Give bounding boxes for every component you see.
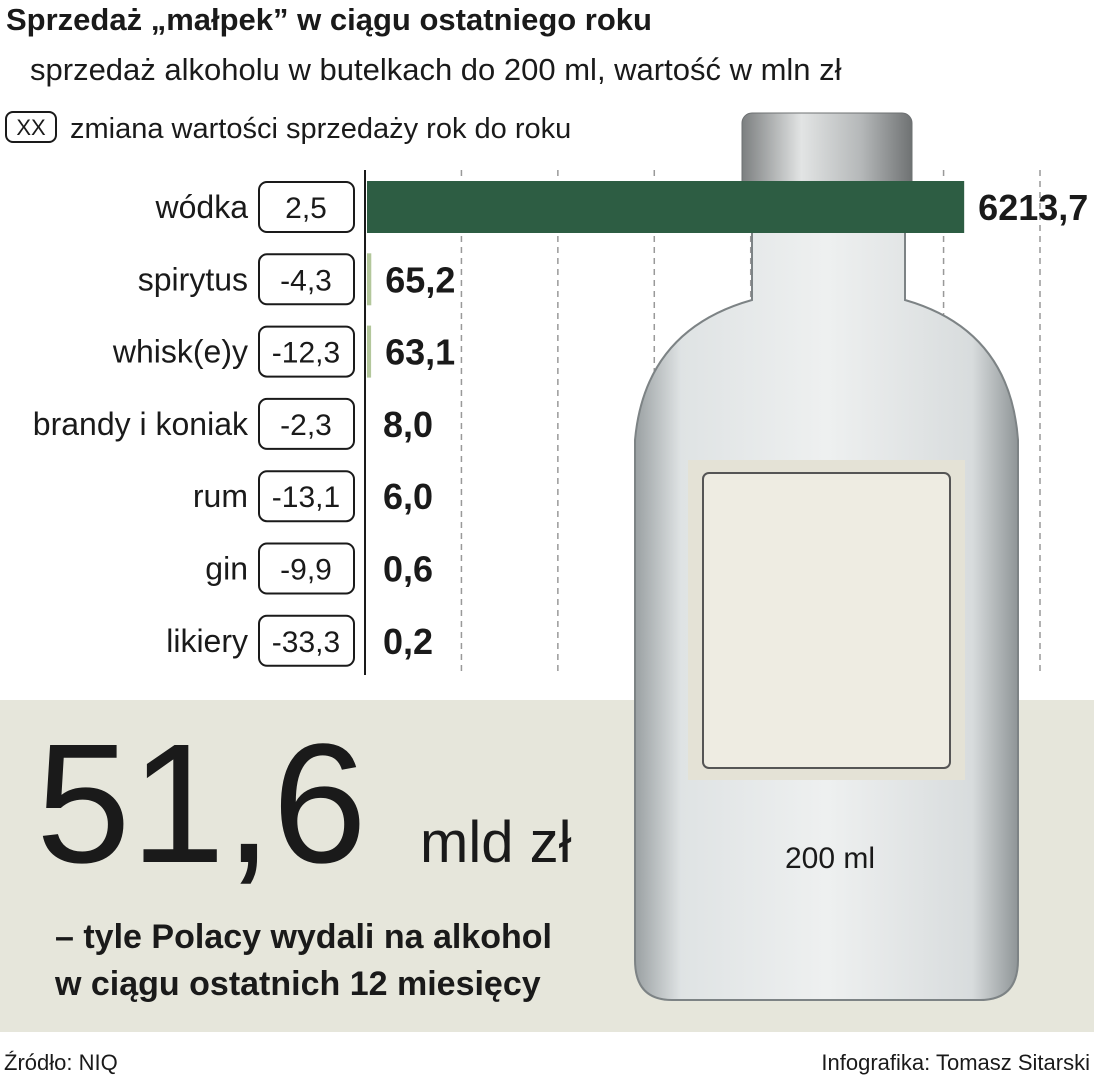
- y-tick-label: brandy i koniak: [33, 406, 249, 442]
- y-tick-label: whisk(e)y: [112, 334, 248, 370]
- value-label: 8,0: [383, 404, 433, 445]
- change-label: -4,3: [280, 264, 332, 297]
- change-label: -9,9: [280, 554, 332, 587]
- source: Źródło: NIQ: [4, 1050, 118, 1075]
- y-tick-label: wódka: [155, 189, 249, 225]
- value-label: 63,1: [385, 332, 455, 373]
- highlight-number: 51,6: [36, 709, 367, 899]
- change-box: [258, 181, 355, 233]
- y-tick-label: spirytus: [138, 261, 248, 297]
- change-label: -13,1: [272, 481, 340, 514]
- change-label: 2,5: [285, 192, 327, 225]
- y-tick-label: likiery: [166, 623, 248, 659]
- chart-title: Sprzedaż „małpek” w ciągu ostatniego rok…: [6, 2, 652, 37]
- change-box: [258, 614, 355, 667]
- highlight-text: – tyle Polacy wydali na alkohol: [55, 918, 552, 956]
- bottle: 200 ml: [634, 112, 1019, 1001]
- value-label: 0,6: [383, 549, 433, 590]
- bar: [367, 181, 965, 233]
- highlight-unit: mld zł: [420, 810, 572, 875]
- bar: [367, 253, 372, 306]
- change-label: -33,3: [272, 626, 340, 659]
- value-label: 0,2: [383, 621, 433, 662]
- value-label: 65,2: [385, 259, 455, 300]
- change-box: [258, 253, 355, 306]
- legend-box-label: XX: [16, 115, 46, 140]
- legend-box: [5, 111, 57, 143]
- change-box: [258, 542, 355, 595]
- change-label: -2,3: [280, 409, 332, 442]
- change-box: [258, 397, 355, 450]
- highlight-text: w ciągu ostatnich 12 miesięcy: [54, 965, 541, 1003]
- change-box: [258, 325, 355, 378]
- chart-subtitle: sprzedaż alkoholu w butelkach do 200 ml,…: [30, 52, 842, 87]
- y-tick-label: rum: [193, 478, 248, 514]
- legend-text: zmiana wartości sprzedaży rok do roku: [70, 113, 571, 145]
- y-tick-label: gin: [205, 551, 248, 587]
- value-label: 6213,7: [978, 187, 1088, 228]
- bar: [367, 325, 372, 378]
- bottle-label: 200 ml: [785, 842, 875, 875]
- change-label: -12,3: [272, 337, 340, 370]
- change-box: [258, 470, 355, 523]
- value-label: 6,0: [383, 476, 433, 517]
- credit: Infografika: Tomasz Sitarski: [821, 1050, 1090, 1075]
